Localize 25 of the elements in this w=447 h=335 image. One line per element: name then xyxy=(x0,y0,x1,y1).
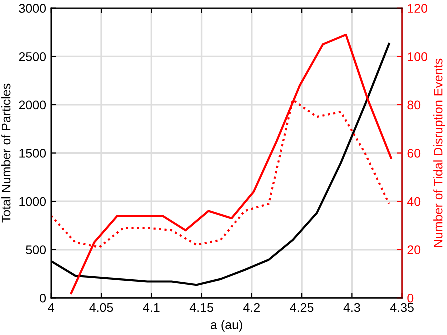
y2-tick-label: 100 xyxy=(408,52,428,62)
y-tick-label: 1000 xyxy=(20,197,46,206)
y-tick-label: 0 xyxy=(40,294,46,303)
x-tick-label: 4.2 xyxy=(244,303,260,312)
y-tick-label: 500 xyxy=(26,246,46,255)
y2-tick-label: 20 xyxy=(408,246,421,255)
x-axis-title: a (au) xyxy=(211,320,242,332)
y-tick-label: 3000 xyxy=(19,4,46,14)
y-tick-label: 2500 xyxy=(19,52,46,62)
x-tick-label: 4.25 xyxy=(290,303,314,312)
y-axis-title: Total Number of Particles xyxy=(2,84,11,223)
x-tick-label: 4.05 xyxy=(90,303,114,312)
y2-axis-title: Number of Tidal Disruption Events xyxy=(434,58,446,248)
y-tick-label: 1500 xyxy=(20,149,46,158)
y2-tick-label: 80 xyxy=(408,100,421,110)
y2-tick-label: 0 xyxy=(408,294,414,303)
y2-tick-label: 120 xyxy=(408,4,428,14)
x-tick-label: 4.15 xyxy=(190,303,214,312)
x-tick-label: 4.3 xyxy=(344,303,360,312)
x-tick-label: 4.1 xyxy=(143,303,160,312)
y2-tick-label: 40 xyxy=(407,197,421,206)
x-tick-label: 4.35 xyxy=(390,303,414,312)
x-tick-label: 4 xyxy=(48,303,55,312)
y-tick-label: 2000 xyxy=(19,100,46,110)
y2-tick-label: 60 xyxy=(408,149,421,158)
